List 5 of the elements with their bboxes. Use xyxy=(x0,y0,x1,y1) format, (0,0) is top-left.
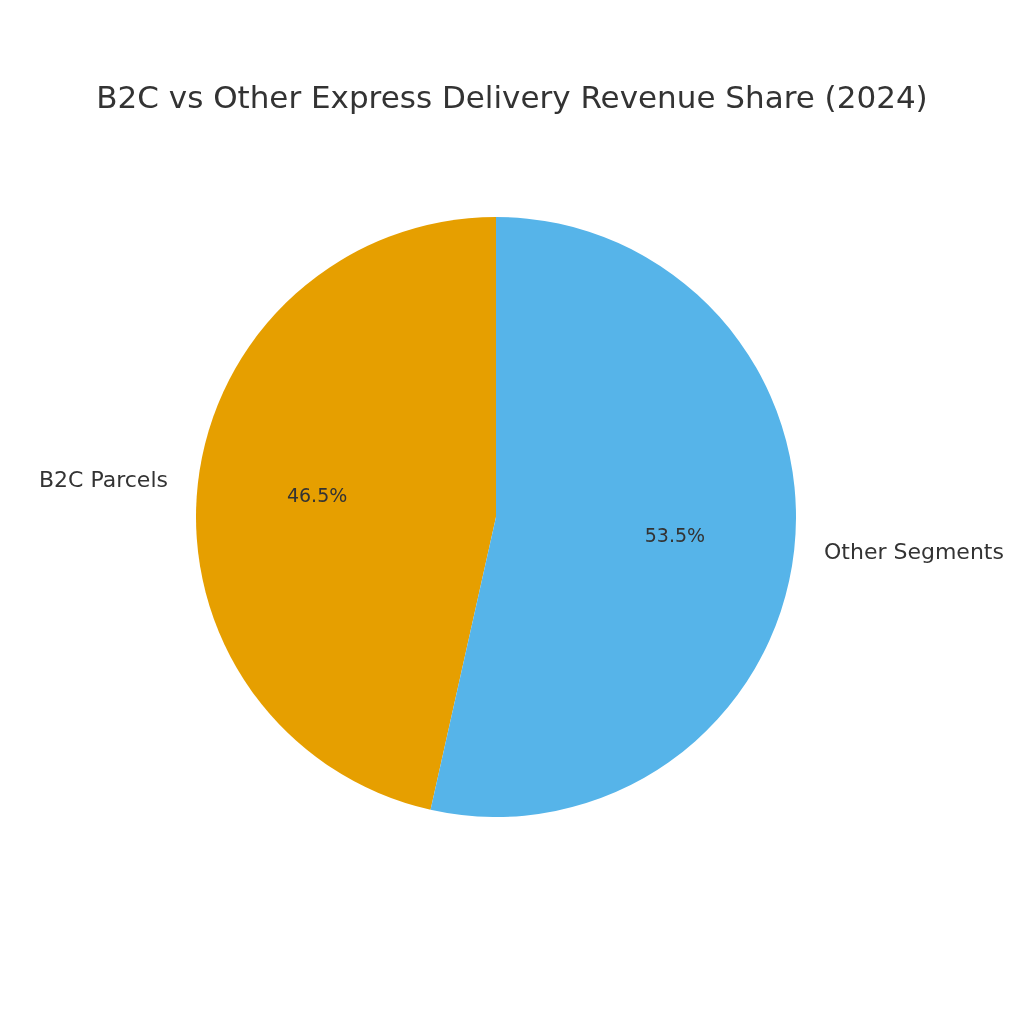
slice-label: B2C Parcels xyxy=(39,466,168,492)
data-label: 46.5% xyxy=(286,484,348,507)
data-label: 53.5% xyxy=(644,523,706,546)
chart-title: B2C vs Other Express Delivery Revenue Share (2024) xyxy=(96,79,928,116)
slice-label: Other Segments xyxy=(824,538,1004,564)
